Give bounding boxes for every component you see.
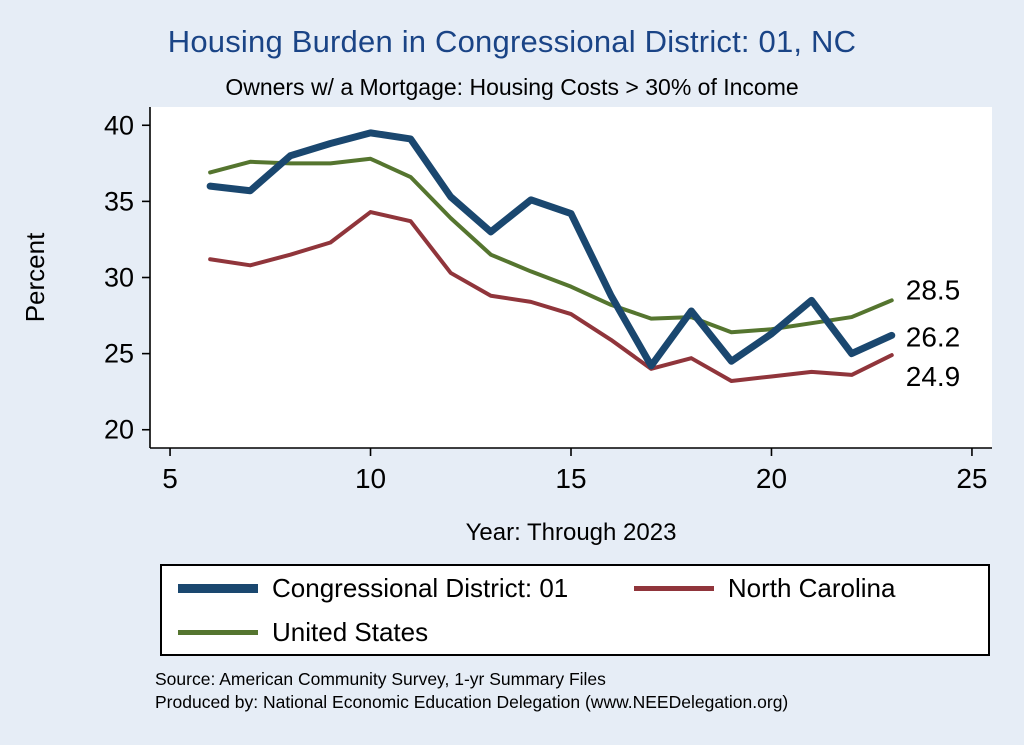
legend-item-united-states: United States	[168, 617, 624, 648]
legend: Congressional District: 01 North Carolin…	[160, 564, 990, 656]
plot-area	[150, 107, 992, 448]
series-line-congressional-district-01	[206, 129, 896, 370]
legend-label-congressional-district: Congressional District: 01	[272, 572, 569, 603]
legend-item-north-carolina: North Carolina	[624, 573, 982, 604]
x-tick-label: 20	[756, 463, 787, 494]
x-tick-label: 15	[555, 463, 586, 494]
y-tick-label: 40	[104, 110, 134, 140]
source-note: Source: American Community Survey, 1-yr …	[155, 668, 1015, 714]
chart-subtitle: Owners w/ a Mortgage: Housing Costs > 30…	[225, 74, 799, 100]
legend-swatch-north-carolina	[633, 585, 714, 591]
y-axis-label: Percent	[20, 232, 50, 322]
x-tick-label: 25	[956, 463, 987, 494]
legend-swatch-united-states	[178, 629, 258, 635]
chart-title: Housing Burden in Congressional District…	[167, 24, 857, 59]
source-line: Source: American Community Survey, 1-yr …	[155, 669, 606, 689]
y-tick-label: 20	[104, 415, 134, 445]
legend-label-north-carolina: North Carolina	[727, 572, 896, 603]
end-label: 26.2	[906, 321, 961, 352]
x-axis-label: Year: Through 2023	[466, 519, 677, 546]
produced-by-line: Produced by: National Economic Education…	[155, 692, 789, 712]
x-tick-label: 10	[355, 463, 386, 494]
end-label: 28.5	[906, 274, 961, 305]
legend-label-united-states: United States	[272, 616, 429, 647]
y-tick-label: 25	[104, 339, 134, 369]
y-tick-label: 30	[104, 263, 134, 293]
x-tick-label: 5	[162, 463, 178, 494]
series-line-north-carolina	[208, 210, 894, 384]
legend-swatch-congressional-district	[178, 583, 258, 593]
end-label: 24.9	[906, 361, 961, 392]
legend-item-congressional-district: Congressional District: 01	[168, 573, 624, 604]
y-tick-label: 35	[104, 186, 134, 216]
line-chart: 20 25 30 35 40 5 10 15 20 25 26.2 24.9 28.5 Percent Ye…	[20, 107, 992, 546]
